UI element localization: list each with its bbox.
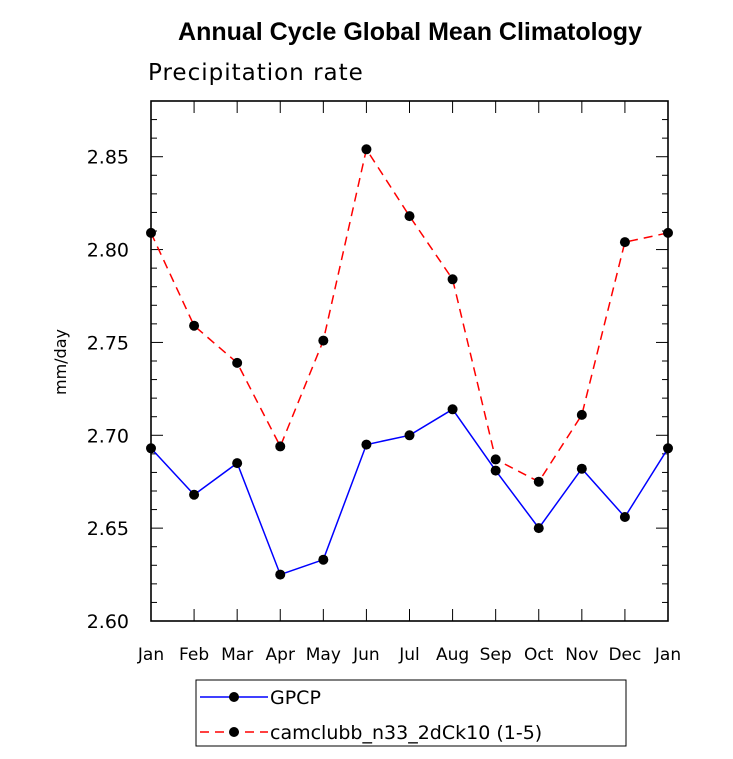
data-point-series-0	[663, 443, 673, 454]
data-point-series-0	[189, 489, 200, 500]
y-tick-labels: 2.60 2.65 2.70 2.75 2.80 2.85	[87, 147, 129, 633]
data-point-series-0	[232, 458, 243, 469]
legend-marker-camclubb	[229, 727, 239, 737]
y-tick-label: 2.65	[87, 518, 129, 540]
y-tick-label: 2.70	[87, 425, 129, 447]
x-tick-label: Sep	[480, 645, 512, 665]
data-point-series-0	[576, 463, 587, 474]
data-point-series-1	[146, 227, 156, 238]
x-tick-label: May	[306, 645, 341, 665]
data-point-series-0	[275, 569, 286, 580]
x-tick-label: Aug	[436, 645, 469, 665]
x-tick-label: Apr	[266, 645, 295, 665]
x-tick-label: Dec	[608, 645, 641, 665]
y-tick-label: 2.85	[87, 147, 129, 169]
data-point-series-1	[189, 320, 200, 331]
series-points	[146, 144, 673, 580]
data-point-series-0	[404, 430, 415, 441]
data-point-series-1	[361, 144, 372, 155]
data-point-series-0	[318, 554, 329, 565]
y-axis-label: mm/day	[51, 329, 70, 395]
data-point-series-1	[275, 441, 286, 452]
data-point-series-1	[619, 237, 630, 248]
data-point-series-0	[490, 465, 501, 476]
legend-marker-gpcp	[229, 692, 239, 702]
x-tick-labels: Jan Feb Mar Apr May Jun Jul Aug Sep Oct Nov Dec Jan	[137, 645, 681, 665]
legend-item-camclubb: camclubb_n33_2dCk10 (1-5)	[200, 722, 542, 744]
data-point-series-1	[318, 335, 329, 346]
data-point-series-1	[404, 211, 415, 222]
data-point-series-1	[576, 409, 587, 420]
data-point-series-0	[447, 404, 458, 415]
chart-title: Annual Cycle Global Mean Climatology	[178, 18, 642, 46]
data-point-series-0	[361, 439, 372, 450]
x-tick-label: Jan	[654, 645, 681, 665]
chart-subtitle: Precipitation rate	[148, 60, 364, 86]
x-tick-label: Nov	[565, 645, 598, 665]
x-tick-label: Jan	[137, 645, 164, 665]
data-point-series-0	[619, 512, 630, 522]
data-point-series-0	[146, 443, 156, 454]
x-tick-label: Jul	[398, 645, 420, 665]
data-point-series-0	[533, 523, 544, 534]
legend-label-gpcp: GPCP	[270, 687, 321, 709]
x-tick-label: Jun	[352, 645, 380, 665]
axis-ticks	[150, 100, 669, 622]
y-tick-label: 2.80	[87, 240, 129, 262]
x-tick-label: Mar	[221, 645, 253, 665]
legend-item-gpcp: GPCP	[200, 687, 321, 709]
x-tick-label: Oct	[524, 645, 554, 665]
data-point-series-1	[232, 357, 243, 368]
legend-box	[195, 679, 627, 747]
data-point-series-1	[490, 454, 501, 465]
data-point-series-1	[533, 476, 544, 487]
y-tick-label: 2.75	[87, 332, 129, 354]
data-point-series-1	[447, 274, 458, 285]
data-point-series-1	[663, 227, 673, 238]
plot-frame	[150, 100, 669, 622]
x-tick-label: Feb	[179, 645, 209, 665]
y-tick-label: 2.60	[87, 611, 129, 633]
legend-label-camclubb: camclubb_n33_2dCk10 (1-5)	[270, 722, 542, 744]
